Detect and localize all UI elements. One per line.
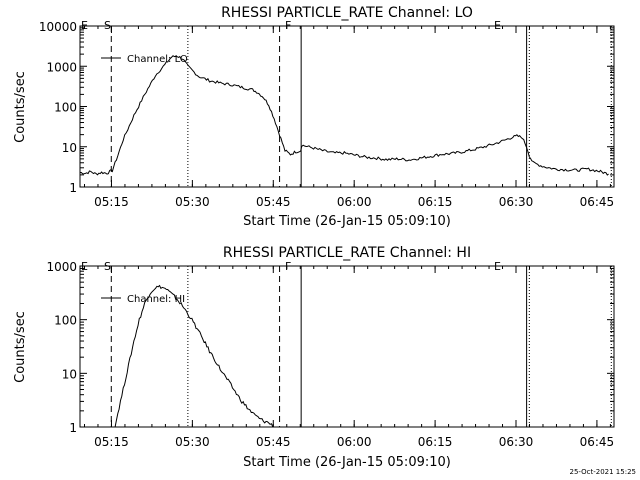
panel-hi-legend-label: Channel: HI	[127, 294, 185, 305]
panel-hi-series	[114, 284, 275, 428]
panel-lo-xtick-label: 06:15	[418, 195, 453, 209]
panel-hi-flag-e-end: E	[494, 260, 501, 273]
panel-lo-title: RHESSI PARTICLE_RATE Channel: LO	[221, 5, 473, 21]
panel-hi-xtick-label: 06:45	[580, 435, 615, 449]
panel-lo-markers	[110, 26, 612, 187]
panel-lo: RHESSI PARTICLE_RATE Channel: LO Start T…	[13, 5, 615, 229]
panel-lo-ytick-label: 100	[54, 101, 77, 115]
panel-lo-flag-s: S	[104, 19, 111, 32]
panel-lo-xtick-label: 05:15	[94, 195, 129, 209]
panel-lo-series	[80, 55, 609, 176]
panel-hi-flag-e-start: E	[81, 260, 88, 273]
panel-hi-ylabel: Counts/sec	[13, 311, 28, 383]
panel-lo-ytick-label: 10	[62, 141, 77, 155]
panel-hi-markers	[110, 266, 612, 427]
panel-hi-xtick-label: 06:30	[499, 435, 534, 449]
panel-lo-flags: E S F E	[81, 19, 501, 32]
panel-hi-title: RHESSI PARTICLE_RATE Channel: HI	[223, 245, 471, 261]
panel-hi-legend: Channel: HI	[101, 294, 185, 305]
panel-lo-series-line	[80, 55, 609, 176]
panel-lo-xtick-label: 05:45	[256, 195, 291, 209]
panel-lo-legend-label: Channel: LO	[127, 54, 188, 65]
panel-lo-xtick-label: 06:45	[580, 195, 615, 209]
panel-hi-ytick-label: 10	[62, 367, 77, 381]
panel-lo-legend: Channel: LO	[101, 54, 188, 65]
panel-lo-ytick-label: 1	[69, 181, 77, 195]
panel-hi-xlabel: Start Time (26-Jan-15 05:09:10)	[243, 455, 451, 470]
panel-lo-flag-e-start: E	[81, 19, 88, 32]
panel-lo-xtick-label: 06:00	[337, 195, 372, 209]
panel-lo-ytick-label: 1000	[46, 60, 77, 74]
panel-lo-xlabel: Start Time (26-Jan-15 05:09:10)	[243, 214, 451, 229]
panel-hi-xtick-label: 05:15	[94, 435, 129, 449]
panel-lo-ytick-label: 10000	[39, 20, 77, 34]
panel-hi-ytick-label: 1	[69, 421, 77, 435]
panel-lo-axes: 05:15 05:30 05:45 06:00 06:15 06:30 06:45 1 10 10…	[39, 20, 615, 209]
panel-lo-flag-e-end: E	[494, 19, 501, 32]
panel-hi-xtick-label: 05:45	[256, 435, 291, 449]
panel-hi-flag-s: S	[104, 260, 111, 273]
footer-timestamp: 25-Oct-2021 15:25	[570, 468, 636, 476]
panel-hi-ytick-label: 100	[54, 314, 77, 328]
panel-hi-frame	[79, 265, 615, 428]
panel-lo-ylabel: Counts/sec	[13, 71, 28, 143]
panel-hi-flag-f: F	[285, 260, 291, 273]
panel-lo-flag-f: F	[285, 19, 291, 32]
panel-hi-axes: 05:15 05:30 05:45 06:00 06:15 06:30 06:45 1 10 10…	[46, 260, 615, 449]
panel-hi-xtick-label: 05:30	[175, 435, 210, 449]
panel-hi-xtick-label: 06:15	[418, 435, 453, 449]
panel-hi-flags: E S F E	[81, 260, 501, 273]
panel-hi-xtick-label: 06:00	[337, 435, 372, 449]
panel-hi-ytick-label: 1000	[46, 260, 77, 274]
panel-hi-series-line	[114, 284, 275, 428]
panel-hi: RHESSI PARTICLE_RATE Channel: HI Start T…	[13, 245, 615, 470]
panel-lo-xtick-label: 06:30	[499, 195, 534, 209]
panel-lo-xtick-label: 05:30	[175, 195, 210, 209]
